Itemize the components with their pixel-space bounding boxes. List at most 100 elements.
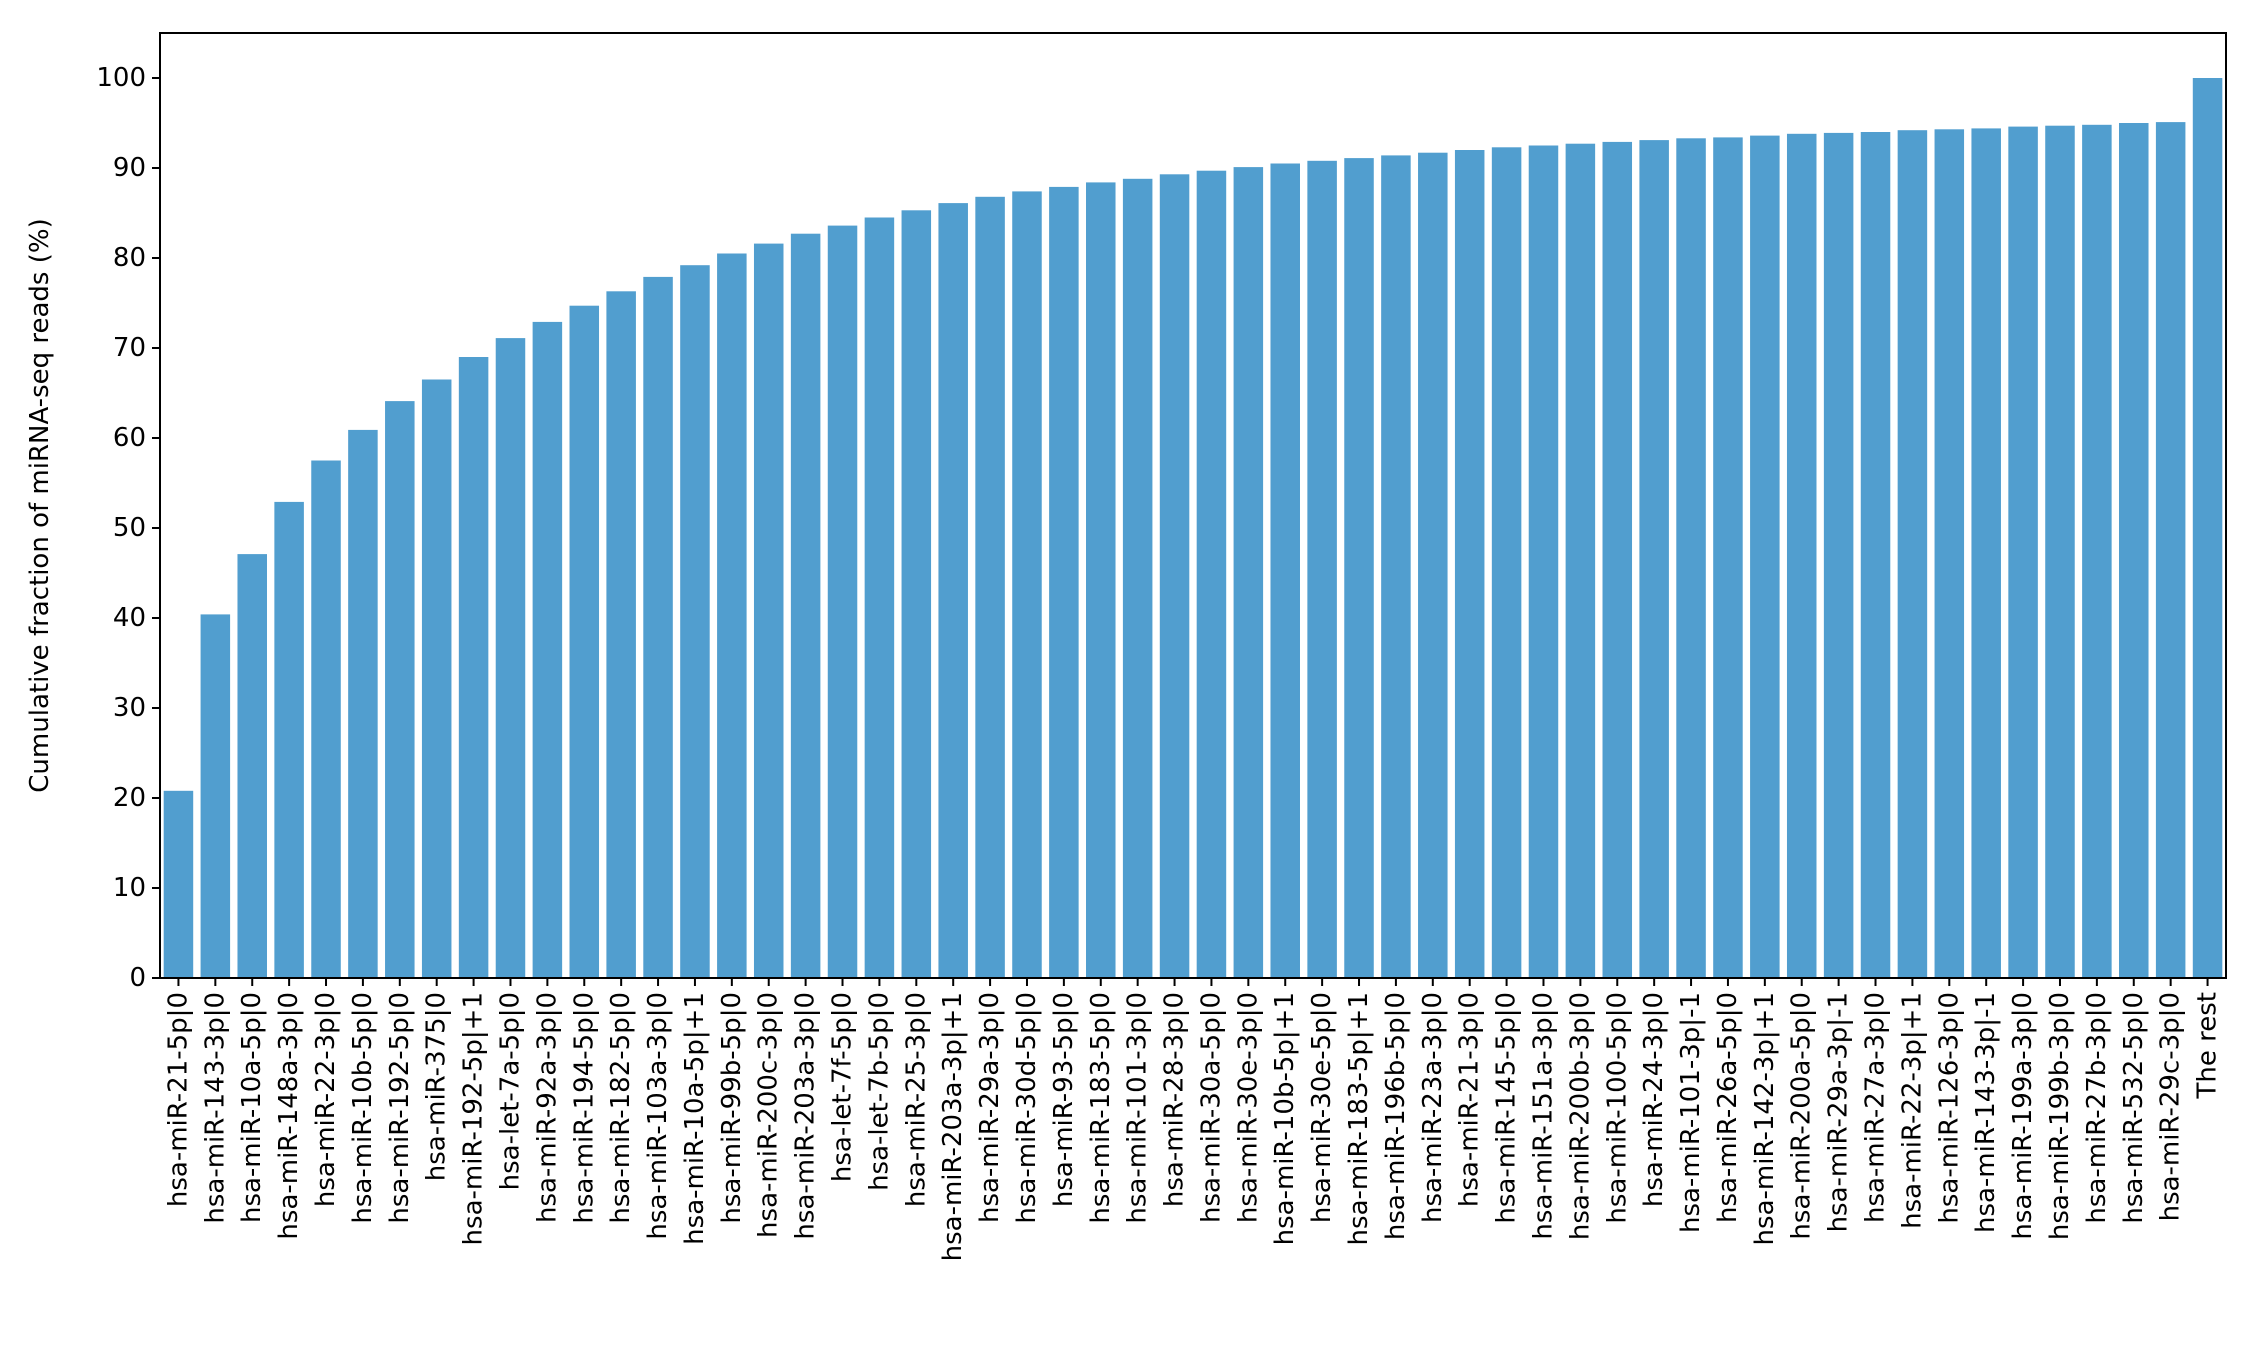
x-tick-label: hsa-miR-21-5p|0 [163, 992, 193, 1207]
x-tick-label: hsa-miR-192-5p|0 [385, 992, 415, 1224]
bar [2192, 78, 2223, 978]
bar [2082, 124, 2112, 979]
x-axis: hsa-miR-21-5p|0 hsa-miR-143-3p|0 hsa-miR-1… [163, 978, 2223, 1261]
bar [1713, 137, 1743, 978]
bar [1159, 174, 1190, 979]
bar [2119, 123, 2149, 978]
x-tick-label: hsa-miR-196b-5p|0 [1381, 992, 1411, 1240]
bar [2008, 126, 2038, 979]
x-tick-label: hsa-miR-22-3p|0 [311, 992, 341, 1207]
x-tick-label: hsa-miR-101-3p|0 [1123, 992, 1153, 1224]
x-tick-label: hsa-miR-24-3p|0 [1639, 992, 1669, 1207]
x-tick-label: hsa-miR-30e-5p|0 [1307, 992, 1337, 1223]
x-tick-label: hsa-miR-29c-3p|0 [2156, 992, 2186, 1221]
y-tick-label: 70 [113, 333, 146, 363]
x-tick-label: hsa-miR-143-3p|0 [200, 992, 230, 1224]
bar [1491, 147, 1522, 979]
y-tick-label: 100 [96, 63, 146, 93]
x-tick-label: hsa-miR-101-3p|-1 [1676, 992, 1706, 1233]
bar [1049, 186, 1079, 978]
bar [421, 379, 452, 978]
y-tick-label: 0 [129, 963, 146, 993]
x-tick-label: hsa-miR-10b-5p|+1 [1270, 992, 1300, 1245]
x-tick-label: hsa-miR-200c-3p|0 [754, 992, 784, 1238]
x-tick-label: hsa-miR-99b-5p|0 [717, 992, 747, 1224]
bar [1270, 163, 1300, 978]
bar [680, 265, 710, 978]
x-tick-label: hsa-miR-375|0 [422, 992, 452, 1181]
x-tick-label: hsa-miR-92a-3p|0 [532, 992, 562, 1223]
bar [163, 790, 194, 978]
bar [569, 305, 600, 978]
y-tick-label: 50 [113, 513, 146, 543]
bar [1012, 191, 1042, 978]
x-tick-label: hsa-miR-200a-5p|0 [1787, 992, 1817, 1240]
bar [717, 253, 747, 978]
bar [1676, 138, 1706, 979]
x-tick-label: hsa-miR-10b-5p|0 [348, 992, 378, 1224]
bar [274, 501, 304, 978]
y-tick-label: 60 [113, 423, 146, 453]
bar [1565, 143, 1596, 978]
x-tick-label: hsa-miR-28-3p|0 [1160, 992, 1190, 1207]
x-tick-label: hsa-let-7b-5p|0 [864, 992, 894, 1191]
x-tick-label: hsa-miR-30a-5p|0 [1196, 992, 1226, 1223]
bar [753, 243, 784, 979]
x-tick-label: hsa-miR-182-5p|0 [606, 992, 636, 1224]
bar [532, 321, 563, 978]
x-tick-label: hsa-miR-29a-3p|0 [975, 992, 1005, 1223]
bar [1381, 155, 1411, 978]
y-axis-label: Cumulative fraction of miRNA-seq reads (… [25, 218, 55, 792]
bar [1860, 132, 1891, 978]
bar [1750, 135, 1780, 979]
bar [200, 614, 231, 978]
bar [1823, 132, 1854, 978]
bar [1233, 167, 1264, 979]
x-tick-label: hsa-miR-22-3p|+1 [1897, 992, 1927, 1229]
bar [864, 217, 895, 978]
y-tick-label: 90 [113, 153, 146, 183]
bar [237, 554, 267, 978]
bar [1528, 145, 1559, 978]
bar [2045, 125, 2075, 978]
bar [458, 357, 489, 978]
bar [1122, 178, 1153, 979]
x-tick-label: hsa-miR-30e-3p|0 [1233, 992, 1263, 1223]
y-tick-label: 10 [113, 873, 146, 903]
bar [1602, 141, 1633, 978]
x-tick-label: hsa-miR-10a-5p|0 [237, 992, 267, 1223]
x-tick-label: hsa-miR-199b-3p|0 [2045, 992, 2075, 1240]
y-tick-label: 40 [113, 603, 146, 633]
bar [643, 276, 673, 978]
bar [1897, 130, 1928, 978]
plot-frame [159, 32, 2227, 979]
bar [606, 291, 636, 978]
x-tick-label: hsa-miR-183-5p|+1 [1344, 992, 1374, 1245]
bar [311, 460, 341, 978]
x-tick-label: hsa-miR-29a-3p|-1 [1824, 992, 1854, 1232]
x-tick-label: hsa-miR-200b-3p|0 [1565, 992, 1595, 1240]
x-tick-label: hsa-miR-203a-3p|+1 [938, 992, 968, 1261]
bar [1307, 160, 1337, 979]
x-tick-label: The rest [2193, 992, 2223, 1099]
x-tick-label: hsa-miR-145-5p|0 [1492, 992, 1522, 1224]
bar [1971, 128, 2001, 978]
bar [1196, 170, 1227, 978]
bar [790, 233, 821, 978]
x-tick-label: hsa-miR-183-5p|0 [1086, 992, 1116, 1224]
x-tick-label: hsa-miR-93-5p|0 [1049, 992, 1079, 1207]
bar [1418, 152, 1448, 978]
x-tick-label: hsa-miR-151a-3p|0 [1528, 992, 1558, 1240]
x-tick-label: hsa-miR-192-5p|+1 [459, 992, 489, 1245]
x-tick-label: hsa-miR-203a-3p|0 [791, 992, 821, 1240]
x-tick-label: hsa-miR-10a-5p|+1 [680, 992, 710, 1245]
x-tick-label: hsa-miR-194-5p|0 [569, 992, 599, 1224]
x-tick-label: hsa-miR-142-3p|+1 [1750, 992, 1780, 1245]
x-tick-label: hsa-miR-126-3p|0 [1934, 992, 1964, 1224]
x-tick-label: hsa-miR-532-5p|0 [2119, 992, 2149, 1224]
bar [1454, 150, 1485, 978]
x-tick-label: hsa-miR-25-3p|0 [901, 992, 931, 1207]
x-tick-label: hsa-miR-100-5p|0 [1602, 992, 1632, 1224]
x-tick-label: hsa-miR-148a-3p|0 [274, 992, 304, 1240]
